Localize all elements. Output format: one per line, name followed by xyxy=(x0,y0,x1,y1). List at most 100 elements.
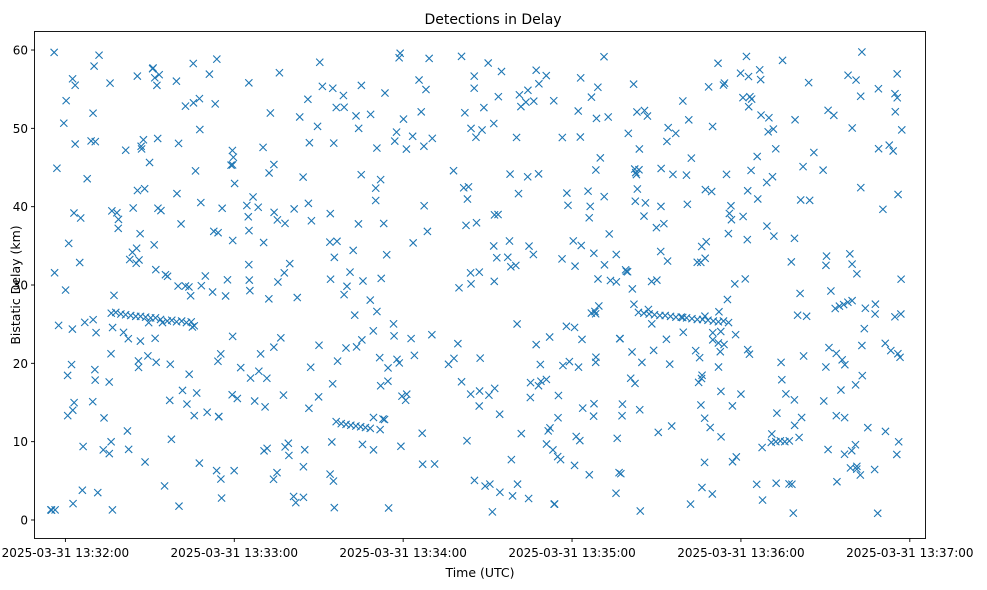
data-point xyxy=(333,357,342,366)
data-point xyxy=(68,325,77,334)
data-point xyxy=(293,293,302,302)
data-point xyxy=(578,404,587,413)
data-point xyxy=(304,404,313,413)
data-point xyxy=(492,253,501,262)
data-point xyxy=(738,93,747,102)
data-point xyxy=(197,281,206,290)
data-point xyxy=(396,442,405,451)
data-point xyxy=(371,184,380,193)
data-point xyxy=(467,279,476,288)
data-point xyxy=(494,92,503,101)
data-point xyxy=(229,153,238,162)
data-point xyxy=(475,387,484,396)
data-point xyxy=(835,302,844,311)
data-point xyxy=(428,134,437,143)
data-point xyxy=(662,335,671,344)
data-point xyxy=(844,71,853,80)
data-point xyxy=(809,148,818,157)
data-point xyxy=(167,435,176,444)
data-point xyxy=(390,137,399,146)
data-point xyxy=(326,209,335,218)
y-axis-label: Bistatic Delay (km) xyxy=(8,225,23,344)
data-point xyxy=(174,502,183,511)
data-point xyxy=(195,459,204,468)
data-point xyxy=(517,429,526,438)
data-point xyxy=(612,489,621,498)
data-point xyxy=(228,332,237,341)
data-point xyxy=(896,353,905,362)
data-point xyxy=(513,480,522,489)
data-point xyxy=(419,142,428,151)
data-point xyxy=(366,424,375,433)
data-point xyxy=(475,268,484,277)
data-point xyxy=(155,70,164,79)
data-point xyxy=(233,394,242,403)
data-point xyxy=(250,397,259,406)
data-point xyxy=(848,296,857,305)
data-point xyxy=(261,402,270,411)
data-point xyxy=(418,429,427,438)
data-point xyxy=(600,52,608,61)
data-point xyxy=(743,235,752,244)
data-point xyxy=(554,413,563,422)
data-point xyxy=(342,344,350,353)
data-point xyxy=(211,99,220,108)
data-point xyxy=(276,333,285,342)
data-point xyxy=(259,238,268,247)
data-point xyxy=(777,375,786,384)
data-point xyxy=(421,85,430,94)
data-point xyxy=(380,415,389,424)
data-point xyxy=(861,304,870,313)
data-point xyxy=(201,271,210,280)
data-point xyxy=(613,434,622,443)
data-point xyxy=(893,93,902,102)
x-tick-label: 2025-03-31 13:35:00 xyxy=(508,546,635,560)
data-point xyxy=(410,351,419,360)
data-point xyxy=(190,411,199,420)
data-point xyxy=(265,168,274,177)
data-point xyxy=(218,204,227,213)
data-point xyxy=(246,374,255,383)
data-point xyxy=(484,59,493,68)
data-point xyxy=(495,410,504,419)
data-point xyxy=(489,119,498,128)
data-point xyxy=(485,480,494,489)
data-point xyxy=(357,335,366,344)
data-point xyxy=(860,324,869,333)
data-point xyxy=(824,343,833,352)
data-point xyxy=(719,81,728,90)
data-point xyxy=(134,363,143,372)
data-point xyxy=(863,423,872,432)
data-point xyxy=(369,326,378,335)
data-point xyxy=(453,339,462,348)
plot-marks xyxy=(46,48,906,518)
data-point xyxy=(289,492,298,501)
data-point xyxy=(871,300,880,309)
data-point xyxy=(727,215,736,224)
data-point xyxy=(137,144,146,153)
data-point xyxy=(778,56,787,65)
data-point xyxy=(174,282,183,291)
data-point xyxy=(153,204,162,213)
data-point xyxy=(333,237,341,246)
x-axis-label: Time (UTC) xyxy=(444,565,514,580)
data-point xyxy=(892,450,901,459)
data-point xyxy=(383,377,392,386)
data-point xyxy=(678,96,687,105)
data-point xyxy=(764,127,773,136)
data-point xyxy=(92,328,101,337)
data-point xyxy=(489,241,498,250)
data-point xyxy=(357,170,366,179)
data-point xyxy=(716,327,725,336)
data-point xyxy=(722,170,731,179)
data-point xyxy=(640,212,648,221)
data-point xyxy=(643,112,652,121)
data-point xyxy=(848,260,857,269)
data-point xyxy=(59,119,68,128)
data-point xyxy=(640,106,649,115)
data-point xyxy=(108,323,117,332)
data-point xyxy=(757,111,766,120)
data-point xyxy=(249,192,258,201)
data-point xyxy=(894,437,903,446)
data-point xyxy=(708,489,717,498)
